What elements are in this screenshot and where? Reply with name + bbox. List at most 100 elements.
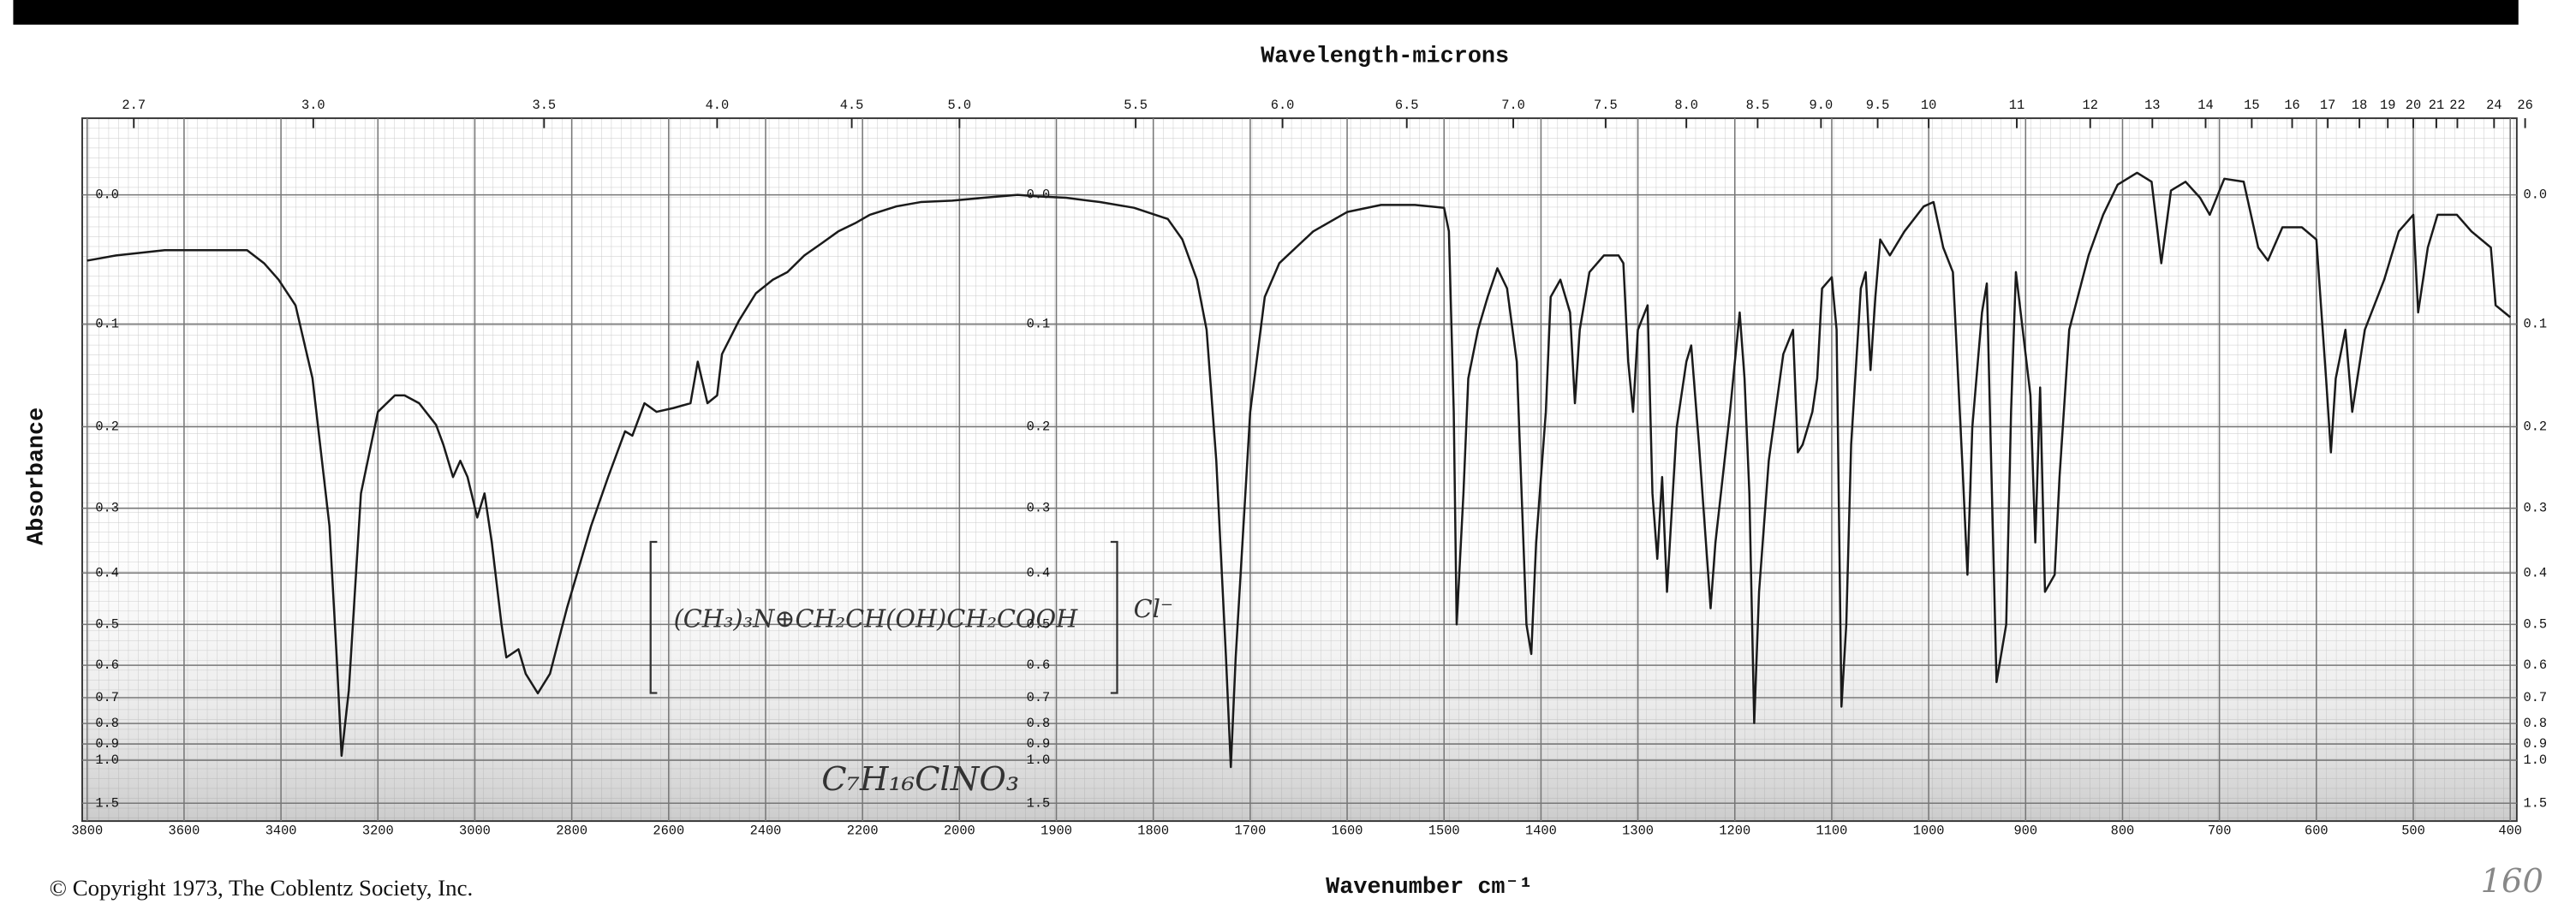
top-axis-title: Wavelength-microns — [1261, 44, 1509, 69]
x-tick-label: 400 — [2498, 824, 2522, 839]
y-tick-label: 0.3 — [95, 501, 119, 516]
x-tick-label: 2800 — [556, 824, 587, 839]
y-tick-label: 0.2 — [95, 419, 119, 435]
x2-tick-label: 6.5 — [1395, 98, 1419, 113]
grid — [81, 118, 2517, 822]
y-tick-label: 0.1 — [95, 317, 119, 332]
x-tick-label: 2200 — [847, 824, 879, 839]
x2-tick-label: 8.5 — [1746, 98, 1770, 113]
x2-tick-label: 5.0 — [948, 98, 972, 113]
x2-tick-label: 13 — [2144, 98, 2160, 113]
y-tick-label: 1.0 — [1027, 752, 1051, 768]
y-tick-label: 0.0 — [2524, 187, 2548, 203]
x-tick-label: 1000 — [1913, 824, 1945, 839]
x2-tick-label: 6.0 — [1271, 98, 1295, 113]
x-tick-label: 3000 — [459, 824, 491, 839]
y-tick-label: 0.7 — [1027, 690, 1051, 705]
y-tick-label: 0.9 — [1027, 736, 1051, 752]
x-tick-label: 3600 — [169, 824, 200, 839]
y-tick-label: 0.6 — [1027, 657, 1051, 673]
x-tick-label: 2400 — [750, 824, 782, 839]
x-tick-label: 1800 — [1137, 824, 1169, 839]
x-tick-label: 3800 — [71, 824, 103, 839]
y-tick-label: 0.1 — [2524, 317, 2548, 332]
x-tick-label: 1300 — [1622, 824, 1654, 839]
formula-annotation: C₇H₁₆ClNO₃ — [821, 760, 1019, 799]
x2-tick-label: 7.0 — [1501, 98, 1525, 113]
x-tick-label: 1900 — [1041, 824, 1072, 839]
x2-tick-label: 14 — [2197, 98, 2213, 113]
y-axis-title: Absorbance — [24, 407, 50, 545]
x-axis-title: Wavenumber cm⁻¹ — [1326, 875, 1533, 901]
scan-shade — [82, 492, 2517, 822]
x2-tick-label: 8.0 — [1674, 98, 1698, 113]
y-tick-label: 0.8 — [1027, 716, 1051, 731]
y-tick-label: 0.9 — [2524, 736, 2548, 752]
x-tick-label: 1100 — [1816, 824, 1848, 839]
y-tick-label: 0.0 — [1027, 187, 1051, 203]
x2-tick-label: 10 — [1921, 98, 1936, 113]
y-tick-label: 0.4 — [95, 565, 119, 580]
y-tick-label: 0.2 — [1027, 419, 1051, 435]
x2-tick-label: 16 — [2284, 98, 2299, 113]
y-tick-label: 0.1 — [1027, 317, 1051, 332]
y-tick-label: 0.5 — [95, 616, 119, 632]
y-tick-label: 1.5 — [2524, 795, 2548, 811]
x-tick-label: 1500 — [1428, 824, 1460, 839]
y-tick-label: 0.3 — [1027, 501, 1051, 516]
x2-tick-label: 24 — [2486, 98, 2501, 113]
x2-tick-label: 2.7 — [122, 98, 146, 113]
x2-tick-label: 19 — [2380, 98, 2395, 113]
x-tick-label: 3400 — [265, 824, 297, 839]
x2-tick-label: 22 — [2449, 98, 2465, 113]
x2-tick-label: 17 — [2320, 98, 2335, 113]
y-tick-label: 1.5 — [1027, 795, 1051, 811]
x-tick-label: 2000 — [944, 824, 975, 839]
x2-tick-label: 21 — [2429, 98, 2444, 113]
x-tick-label: 1600 — [1332, 824, 1363, 839]
y-tick-label: 0.3 — [2524, 501, 2548, 516]
copyright: © Copyright 1973, The Coblentz Society, … — [50, 875, 474, 901]
x-tick-label: 900 — [2013, 824, 2037, 839]
y-tick-label: 0.8 — [2524, 716, 2548, 731]
x-tick-label: 1700 — [1234, 824, 1266, 839]
bracket — [649, 540, 1118, 694]
y-tick-label: 0.0 — [95, 187, 119, 203]
x2-tick-label: 4.0 — [706, 98, 730, 113]
x2-tick-label: 20 — [2406, 98, 2421, 113]
y-tick-label: 1.0 — [95, 752, 119, 768]
scan-bar — [13, 0, 2519, 25]
x2-tick-label: 3.0 — [301, 98, 325, 113]
y-tick-label: 0.6 — [95, 657, 119, 673]
y-tick-label: 1.0 — [2524, 752, 2548, 768]
y-tick-label: 0.9 — [95, 736, 119, 752]
x2-tick-label: 9.0 — [1810, 98, 1834, 113]
structure-annotation: (CH₃)₃N⊕CH₂CH(OH)CH₂COOH — [674, 604, 1079, 633]
y-tick-label: 0.5 — [1027, 616, 1051, 632]
x-tick-label: 600 — [2305, 824, 2329, 839]
x2-tick-label: 12 — [2083, 98, 2098, 113]
y-tick-label: 0.6 — [2524, 657, 2548, 673]
x-tick-label: 1200 — [1719, 824, 1750, 839]
x2-tick-label: 3.5 — [532, 98, 556, 113]
x2-tick-label: 7.5 — [1594, 98, 1618, 113]
x-tick-label: 800 — [2111, 824, 2135, 839]
y-tick-label: 0.7 — [2524, 690, 2548, 705]
x-tick-label: 500 — [2401, 824, 2425, 839]
y-tick-label: 0.7 — [95, 690, 119, 705]
x2-tick-label: 18 — [2352, 98, 2367, 113]
y-tick-label: 0.8 — [95, 716, 119, 731]
x2-tick-label: 9.5 — [1866, 98, 1890, 113]
y-tick-label: 0.5 — [2524, 616, 2548, 632]
y-tick-label: 0.2 — [2524, 419, 2548, 435]
anion-annotation: Cl⁻ — [1134, 594, 1173, 623]
x-tick-label: 700 — [2208, 824, 2232, 839]
y-tick-label: 1.5 — [95, 795, 119, 811]
spectrum-line — [86, 171, 2511, 769]
x-tick-label: 3200 — [362, 824, 394, 839]
y-tick-label: 0.4 — [2524, 565, 2548, 580]
page-number: 160 — [2481, 862, 2543, 901]
x2-tick-label: 26 — [2517, 98, 2532, 113]
x2-tick-label: 15 — [2244, 98, 2259, 113]
